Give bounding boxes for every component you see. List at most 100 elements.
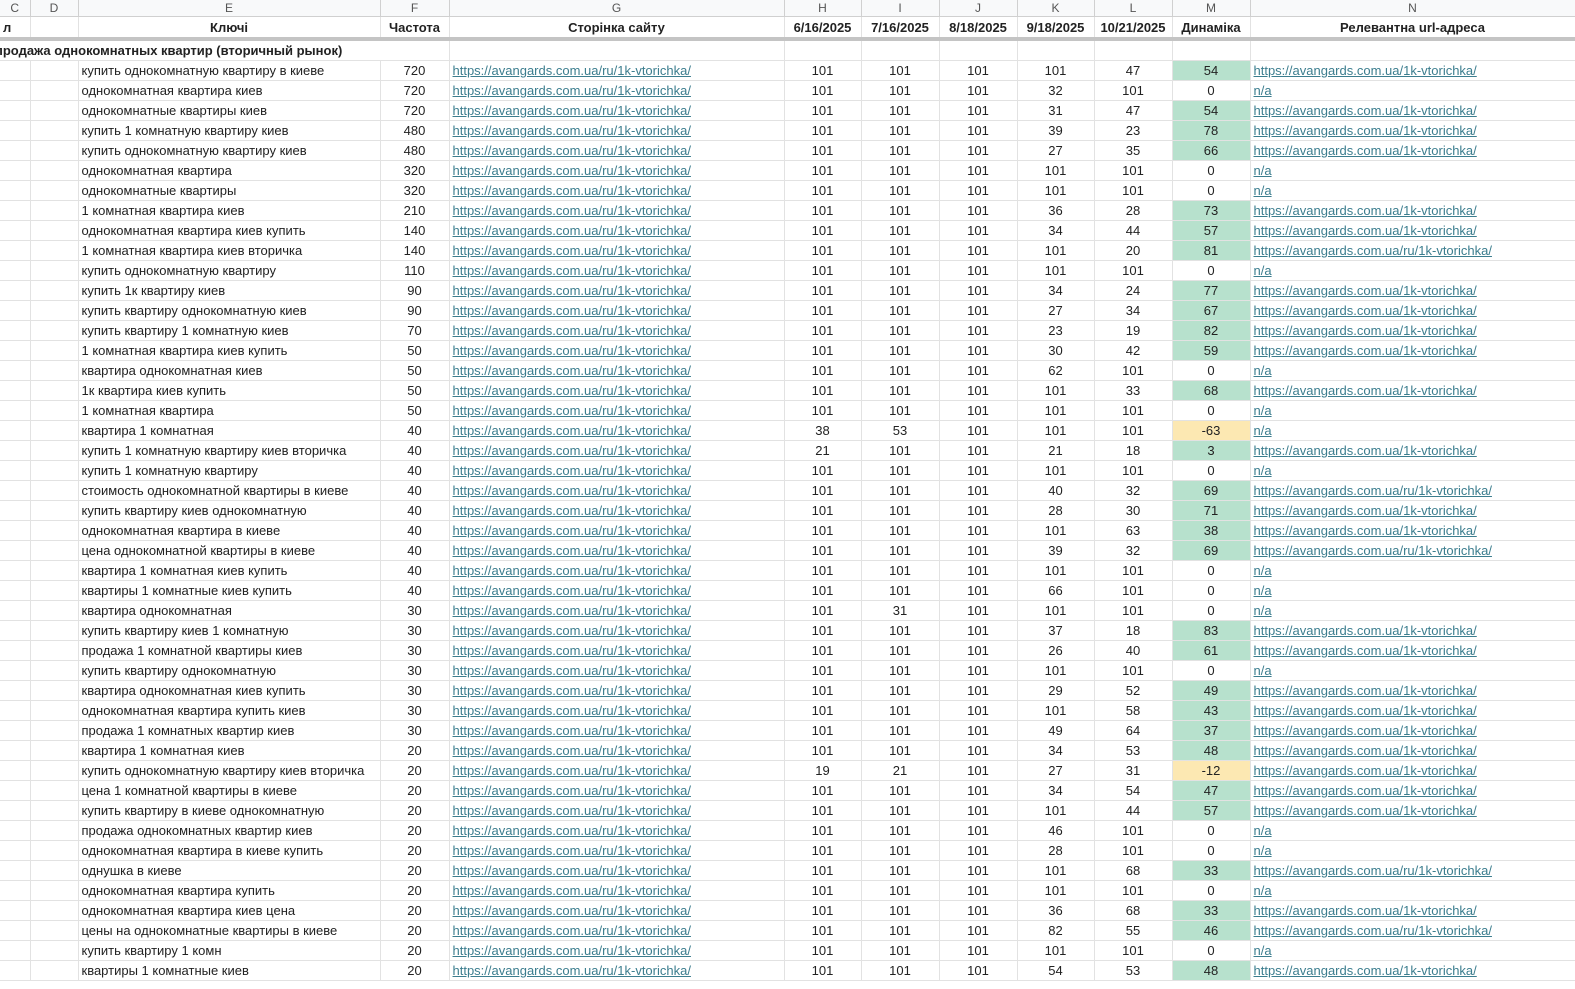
link-text[interactable]: n/a <box>1253 883 1272 898</box>
link-text[interactable]: n/a <box>1253 823 1272 838</box>
link-text[interactable]: https://avangards.com.ua/ru/1k-vtorichka… <box>452 523 691 538</box>
link-text[interactable]: https://avangards.com.ua/1k-vtorichka/ <box>1253 903 1477 918</box>
link-text[interactable]: https://avangards.com.ua/ru/1k-vtorichka… <box>452 923 691 938</box>
link-text[interactable]: https://avangards.com.ua/1k-vtorichka/ <box>1253 63 1477 78</box>
link-text[interactable]: https://avangards.com.ua/ru/1k-vtorichka… <box>1253 483 1492 498</box>
link-text[interactable]: n/a <box>1253 263 1272 278</box>
link-text[interactable]: https://avangards.com.ua/ru/1k-vtorichka… <box>452 263 691 278</box>
cell-text: 20 <box>407 843 422 858</box>
link-text[interactable]: https://avangards.com.ua/ru/1k-vtorichka… <box>452 103 691 118</box>
link-text[interactable]: https://avangards.com.ua/ru/1k-vtorichka… <box>452 423 691 438</box>
link-text[interactable]: https://avangards.com.ua/1k-vtorichka/ <box>1253 123 1477 138</box>
link-text[interactable]: n/a <box>1253 163 1272 178</box>
link-text[interactable]: https://avangards.com.ua/1k-vtorichka/ <box>1253 223 1477 238</box>
link-text[interactable]: https://avangards.com.ua/ru/1k-vtorichka… <box>452 383 691 398</box>
link-text[interactable]: https://avangards.com.ua/ru/1k-vtorichka… <box>452 283 691 298</box>
link-text[interactable]: n/a <box>1253 463 1272 478</box>
link-text[interactable]: n/a <box>1253 83 1272 98</box>
link-text[interactable]: https://avangards.com.ua/ru/1k-vtorichka… <box>452 163 691 178</box>
link-text[interactable]: https://avangards.com.ua/1k-vtorichka/ <box>1253 343 1477 358</box>
link-text[interactable]: https://avangards.com.ua/1k-vtorichka/ <box>1253 143 1477 158</box>
link-text[interactable]: https://avangards.com.ua/ru/1k-vtorichka… <box>452 83 691 98</box>
link-text[interactable]: https://avangards.com.ua/ru/1k-vtorichka… <box>452 643 691 658</box>
link-text[interactable]: https://avangards.com.ua/ru/1k-vtorichka… <box>452 663 691 678</box>
link-text[interactable]: https://avangards.com.ua/ru/1k-vtorichka… <box>452 363 691 378</box>
link-text[interactable]: https://avangards.com.ua/ru/1k-vtorichka… <box>452 183 691 198</box>
link-text[interactable]: https://avangards.com.ua/ru/1k-vtorichka… <box>452 843 691 858</box>
link-text[interactable]: https://avangards.com.ua/1k-vtorichka/ <box>1253 323 1477 338</box>
empty-cell <box>30 740 79 761</box>
cell-text: 101 <box>889 943 911 958</box>
link-text[interactable]: https://avangards.com.ua/1k-vtorichka/ <box>1253 683 1477 698</box>
link-text[interactable]: https://avangards.com.ua/ru/1k-vtorichka… <box>452 623 691 638</box>
link-text[interactable]: https://avangards.com.ua/ru/1k-vtorichka… <box>452 883 691 898</box>
link-text[interactable]: https://avangards.com.ua/ru/1k-vtorichka… <box>452 303 691 318</box>
link-text[interactable]: https://avangards.com.ua/1k-vtorichka/ <box>1253 703 1477 718</box>
link-text[interactable]: https://avangards.com.ua/1k-vtorichka/ <box>1253 743 1477 758</box>
link-text[interactable]: https://avangards.com.ua/1k-vtorichka/ <box>1253 503 1477 518</box>
link-text[interactable]: https://avangards.com.ua/ru/1k-vtorichka… <box>452 483 691 498</box>
link-text[interactable]: https://avangards.com.ua/ru/1k-vtorichka… <box>452 763 691 778</box>
link-text[interactable]: n/a <box>1253 563 1272 578</box>
link-text[interactable]: https://avangards.com.ua/ru/1k-vtorichka… <box>452 543 691 558</box>
link-text[interactable]: https://avangards.com.ua/1k-vtorichka/ <box>1253 303 1477 318</box>
link-text[interactable]: https://avangards.com.ua/ru/1k-vtorichka… <box>452 323 691 338</box>
link-text[interactable]: https://avangards.com.ua/ru/1k-vtorichka… <box>452 723 691 738</box>
link-text[interactable]: https://avangards.com.ua/ru/1k-vtorichka… <box>452 503 691 518</box>
cell-text: 30 <box>1048 343 1063 358</box>
cell-text: 101 <box>1044 523 1067 538</box>
link-text[interactable]: https://avangards.com.ua/ru/1k-vtorichka… <box>452 223 691 238</box>
link-text[interactable]: https://avangards.com.ua/1k-vtorichka/ <box>1253 523 1477 538</box>
link-text[interactable]: https://avangards.com.ua/ru/1k-vtorichka… <box>452 803 691 818</box>
link-text[interactable]: https://avangards.com.ua/ru/1k-vtorichka… <box>452 743 691 758</box>
link-text[interactable]: https://avangards.com.ua/ru/1k-vtorichka… <box>452 823 691 838</box>
link-text[interactable]: https://avangards.com.ua/ru/1k-vtorichka… <box>452 863 691 878</box>
link-text[interactable]: https://avangards.com.ua/1k-vtorichka/ <box>1253 963 1477 978</box>
link-text[interactable]: https://avangards.com.ua/ru/1k-vtorichka… <box>452 603 691 618</box>
link-text[interactable]: n/a <box>1253 663 1272 678</box>
link-text[interactable]: https://avangards.com.ua/1k-vtorichka/ <box>1253 383 1477 398</box>
link-text[interactable]: https://avangards.com.ua/1k-vtorichka/ <box>1253 443 1477 458</box>
link-text[interactable]: https://avangards.com.ua/1k-vtorichka/ <box>1253 803 1477 818</box>
link-text[interactable]: https://avangards.com.ua/1k-vtorichka/ <box>1253 763 1477 778</box>
link-text[interactable]: https://avangards.com.ua/ru/1k-vtorichka… <box>452 463 691 478</box>
link-text[interactable]: n/a <box>1253 603 1272 618</box>
link-text[interactable]: https://avangards.com.ua/ru/1k-vtorichka… <box>452 683 691 698</box>
link-text[interactable]: https://avangards.com.ua/1k-vtorichka/ <box>1253 723 1477 738</box>
link-text[interactable]: https://avangards.com.ua/ru/1k-vtorichka… <box>452 443 691 458</box>
link-text[interactable]: https://avangards.com.ua/ru/1k-vtorichka… <box>1253 923 1492 938</box>
link-text[interactable]: https://avangards.com.ua/ru/1k-vtorichka… <box>1253 243 1492 258</box>
link-text[interactable]: https://avangards.com.ua/ru/1k-vtorichka… <box>452 343 691 358</box>
link-text[interactable]: https://avangards.com.ua/1k-vtorichka/ <box>1253 283 1477 298</box>
link-text[interactable]: https://avangards.com.ua/1k-vtorichka/ <box>1253 783 1477 798</box>
link-text[interactable]: n/a <box>1253 403 1272 418</box>
link-text[interactable]: https://avangards.com.ua/1k-vtorichka/ <box>1253 103 1477 118</box>
link-text[interactable]: https://avangards.com.ua/1k-vtorichka/ <box>1253 203 1477 218</box>
link-text[interactable]: n/a <box>1253 423 1272 438</box>
link-text[interactable]: https://avangards.com.ua/ru/1k-vtorichka… <box>452 243 691 258</box>
link-text[interactable]: n/a <box>1253 183 1272 198</box>
cell-text: 34 <box>1048 783 1063 798</box>
link-text[interactable]: https://avangards.com.ua/ru/1k-vtorichka… <box>452 943 691 958</box>
link-text[interactable]: n/a <box>1253 943 1272 958</box>
link-text[interactable]: n/a <box>1253 843 1272 858</box>
link-text[interactable]: https://avangards.com.ua/ru/1k-vtorichka… <box>1253 863 1492 878</box>
link-text[interactable]: https://avangards.com.ua/ru/1k-vtorichka… <box>1253 543 1492 558</box>
link-text[interactable]: n/a <box>1253 583 1272 598</box>
link-text[interactable]: https://avangards.com.ua/ru/1k-vtorichka… <box>452 63 691 78</box>
link-text[interactable]: https://avangards.com.ua/ru/1k-vtorichka… <box>452 783 691 798</box>
link-text[interactable]: https://avangards.com.ua/1k-vtorichka/ <box>1253 643 1477 658</box>
link-text[interactable]: https://avangards.com.ua/ru/1k-vtorichka… <box>452 703 691 718</box>
link-text[interactable]: https://avangards.com.ua/ru/1k-vtorichka… <box>452 203 691 218</box>
link-text[interactable]: https://avangards.com.ua/ru/1k-vtorichka… <box>452 143 691 158</box>
cell-text: 59 <box>1203 343 1219 358</box>
link-text[interactable]: https://avangards.com.ua/1k-vtorichka/ <box>1253 623 1477 638</box>
link-text[interactable]: https://avangards.com.ua/ru/1k-vtorichka… <box>452 903 691 918</box>
link-text[interactable]: https://avangards.com.ua/ru/1k-vtorichka… <box>452 963 691 978</box>
link-text[interactable]: https://avangards.com.ua/ru/1k-vtorichka… <box>452 123 691 138</box>
link-text[interactable]: https://avangards.com.ua/ru/1k-vtorichka… <box>452 563 691 578</box>
link-text[interactable]: https://avangards.com.ua/ru/1k-vtorichka… <box>452 583 691 598</box>
link-text[interactable]: n/a <box>1253 363 1272 378</box>
link-text[interactable]: https://avangards.com.ua/ru/1k-vtorichka… <box>452 403 691 418</box>
cell-text: 101 <box>811 523 834 538</box>
